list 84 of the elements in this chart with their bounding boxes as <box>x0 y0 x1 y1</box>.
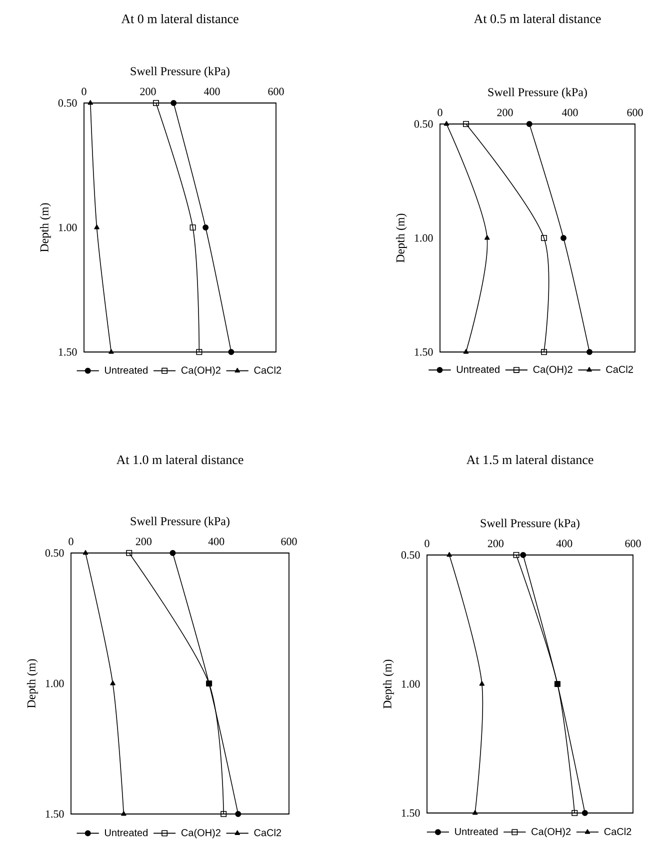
x-tick-label: 600 <box>268 88 284 96</box>
point <box>540 349 547 355</box>
legend-label: Untreated <box>105 366 148 374</box>
point <box>446 552 452 557</box>
point <box>235 810 242 817</box>
legend-label: CaCl2 <box>254 828 282 836</box>
x-axis-title: Swell Pressure (kPa) <box>488 88 587 99</box>
x-axis-title: Swell Pressure (kPa) <box>480 518 580 530</box>
legend-label: Untreated <box>455 828 498 836</box>
point <box>196 349 202 355</box>
y-tick-label: 0.50 <box>401 551 420 559</box>
point <box>540 235 547 241</box>
x-axis-title: Swell Pressure (kPa) <box>130 66 230 78</box>
point <box>121 810 126 816</box>
x-tick-label: 600 <box>281 538 297 546</box>
point <box>94 224 100 230</box>
y-axis-title: Depth (m) <box>40 203 51 252</box>
point <box>153 100 159 106</box>
y-tick-label: 0.50 <box>58 99 77 107</box>
x-tick-label: 0 <box>82 88 86 96</box>
legend-label: Untreated <box>105 828 148 836</box>
legend-label: Ca(OH)2 <box>181 366 220 376</box>
x-tick-label: 200 <box>488 540 504 548</box>
point <box>520 552 526 558</box>
point <box>444 121 450 126</box>
x-tick-label: 0 <box>424 540 430 548</box>
x-tick-label: 0 <box>438 108 442 116</box>
y-tick-label: 1.00 <box>46 680 64 688</box>
legend-label: Untreated <box>456 366 500 373</box>
legend-label: CaCl2 <box>604 828 632 836</box>
y-tick-label: 1.50 <box>58 348 77 356</box>
point <box>202 224 209 230</box>
legend-label: Ca(OH)2 <box>532 828 571 838</box>
x-tick-label: 200 <box>497 108 513 116</box>
point <box>220 810 227 817</box>
point <box>110 680 116 686</box>
chart-title: At 0.5 m lateral distance <box>474 14 601 24</box>
y-tick-label: 0.50 <box>45 549 64 557</box>
y-tick-label: 1.50 <box>46 810 64 818</box>
point <box>513 552 520 558</box>
point <box>560 235 566 241</box>
legend-label: CaCl2 <box>606 366 633 373</box>
x-tick-label: 200 <box>140 88 156 96</box>
x-tick-label: 400 <box>204 88 220 96</box>
x-tick-label: 0 <box>68 538 74 546</box>
point <box>190 224 196 230</box>
y-axis-title: Depth (m) <box>26 659 38 708</box>
point <box>479 680 485 686</box>
x-axis-title: Swell Pressure (kPa) <box>130 516 230 528</box>
y-tick-label: 1.00 <box>58 224 77 232</box>
point <box>108 349 114 354</box>
y-tick-label: 1.50 <box>414 348 433 356</box>
point <box>586 349 592 355</box>
point <box>170 100 177 106</box>
y-tick-label: 1.00 <box>414 234 433 242</box>
x-tick-label: 400 <box>562 108 578 116</box>
x-tick-label: 400 <box>208 538 224 546</box>
chart-title: At 1.0 m lateral distance <box>116 455 244 464</box>
y-tick-label: 0.50 <box>414 120 433 128</box>
x-tick-label: 600 <box>627 108 643 116</box>
point <box>170 550 176 556</box>
legend-label: Ca(OH)2 <box>533 366 572 375</box>
point <box>463 349 469 354</box>
point <box>82 550 88 555</box>
y-tick-label: 1.00 <box>402 680 420 688</box>
point <box>88 100 94 105</box>
x-tick-label: 200 <box>136 538 152 546</box>
chart-title: At 0 m lateral distance <box>121 14 238 24</box>
point <box>126 550 132 556</box>
legend-label: Ca(OH)2 <box>181 828 220 838</box>
y-tick-label: 1.50 <box>402 809 420 817</box>
y-axis-title: Depth (m) <box>382 660 394 708</box>
chart-title: At 1.5 m lateral distance <box>466 455 594 464</box>
point <box>484 235 490 240</box>
point <box>462 121 469 128</box>
point <box>526 121 532 128</box>
point <box>582 810 588 816</box>
point <box>572 810 578 816</box>
x-tick-label: 600 <box>625 540 641 548</box>
point <box>472 810 478 815</box>
x-tick-label: 400 <box>556 540 572 548</box>
point <box>228 349 234 355</box>
y-axis-title: Depth (m) <box>396 214 407 262</box>
legend-label: CaCl2 <box>254 366 282 374</box>
